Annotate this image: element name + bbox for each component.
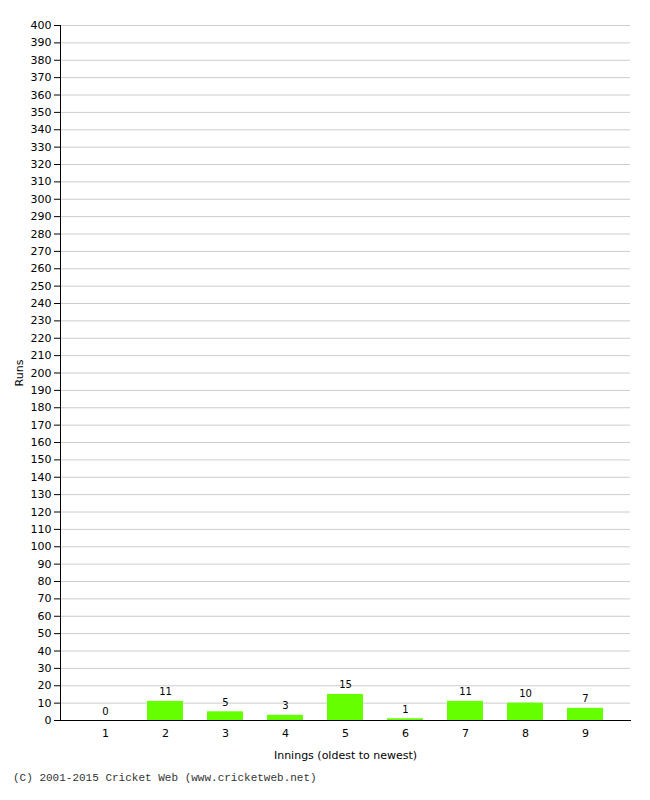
- svg-text:Runs: Runs: [13, 359, 26, 386]
- svg-text:2: 2: [162, 727, 169, 740]
- svg-text:5: 5: [222, 697, 228, 708]
- svg-text:3: 3: [222, 727, 229, 740]
- svg-text:260: 260: [31, 262, 52, 275]
- svg-text:7: 7: [582, 693, 588, 704]
- svg-text:11: 11: [159, 686, 172, 697]
- svg-text:340: 340: [31, 123, 52, 136]
- svg-text:5: 5: [342, 727, 349, 740]
- svg-text:140: 140: [31, 471, 52, 484]
- svg-text:15: 15: [339, 679, 352, 690]
- svg-text:1: 1: [102, 727, 109, 740]
- svg-text:120: 120: [31, 506, 52, 519]
- svg-text:150: 150: [31, 453, 52, 466]
- svg-text:250: 250: [31, 280, 52, 293]
- svg-text:400: 400: [31, 19, 52, 32]
- svg-text:8: 8: [522, 727, 529, 740]
- svg-text:210: 210: [31, 349, 52, 362]
- svg-text:290: 290: [31, 210, 52, 223]
- svg-text:240: 240: [31, 297, 52, 310]
- svg-text:180: 180: [31, 401, 52, 414]
- svg-text:330: 330: [31, 141, 52, 154]
- svg-text:10: 10: [519, 688, 532, 699]
- svg-text:200: 200: [31, 367, 52, 380]
- svg-text:50: 50: [38, 627, 52, 640]
- svg-text:360: 360: [31, 89, 52, 102]
- svg-text:40: 40: [38, 645, 52, 658]
- svg-text:130: 130: [31, 488, 52, 501]
- svg-text:370: 370: [31, 71, 52, 84]
- svg-text:9: 9: [582, 727, 589, 740]
- svg-text:Innings (oldest to newest): Innings (oldest to newest): [274, 749, 417, 762]
- svg-text:190: 190: [31, 384, 52, 397]
- svg-text:280: 280: [31, 228, 52, 241]
- html-text:(C) 2001-2015 Cricket Web (www: (C) 2001-2015 Cricket Web (www.cricketwe…: [13, 772, 317, 784]
- svg-text:6: 6: [402, 727, 409, 740]
- svg-text:390: 390: [31, 36, 52, 49]
- svg-text:70: 70: [38, 592, 52, 605]
- svg-text:270: 270: [31, 245, 52, 258]
- svg-text:4: 4: [282, 727, 289, 740]
- svg-text:110: 110: [31, 523, 52, 536]
- svg-text:320: 320: [31, 158, 52, 171]
- svg-text:10: 10: [38, 697, 52, 710]
- svg-text:170: 170: [31, 419, 52, 432]
- svg-text:3: 3: [282, 700, 288, 711]
- svg-text:11: 11: [459, 686, 472, 697]
- svg-text:60: 60: [38, 610, 52, 623]
- svg-text:160: 160: [31, 436, 52, 449]
- svg-text:1: 1: [402, 704, 408, 715]
- svg-text:230: 230: [31, 314, 52, 327]
- svg-text:80: 80: [38, 575, 52, 588]
- svg-text:90: 90: [38, 558, 52, 571]
- svg-text:380: 380: [31, 54, 52, 67]
- svg-text:300: 300: [31, 193, 52, 206]
- svg-text:0: 0: [102, 706, 108, 717]
- svg-text:100: 100: [31, 540, 52, 553]
- svg-text:350: 350: [31, 106, 52, 119]
- svg-text:20: 20: [38, 679, 52, 692]
- svg-text:220: 220: [31, 332, 52, 345]
- svg-text:30: 30: [38, 662, 52, 675]
- svg-text:310: 310: [31, 175, 52, 188]
- svg-text:0: 0: [45, 714, 52, 727]
- svg-text:7: 7: [462, 727, 469, 740]
